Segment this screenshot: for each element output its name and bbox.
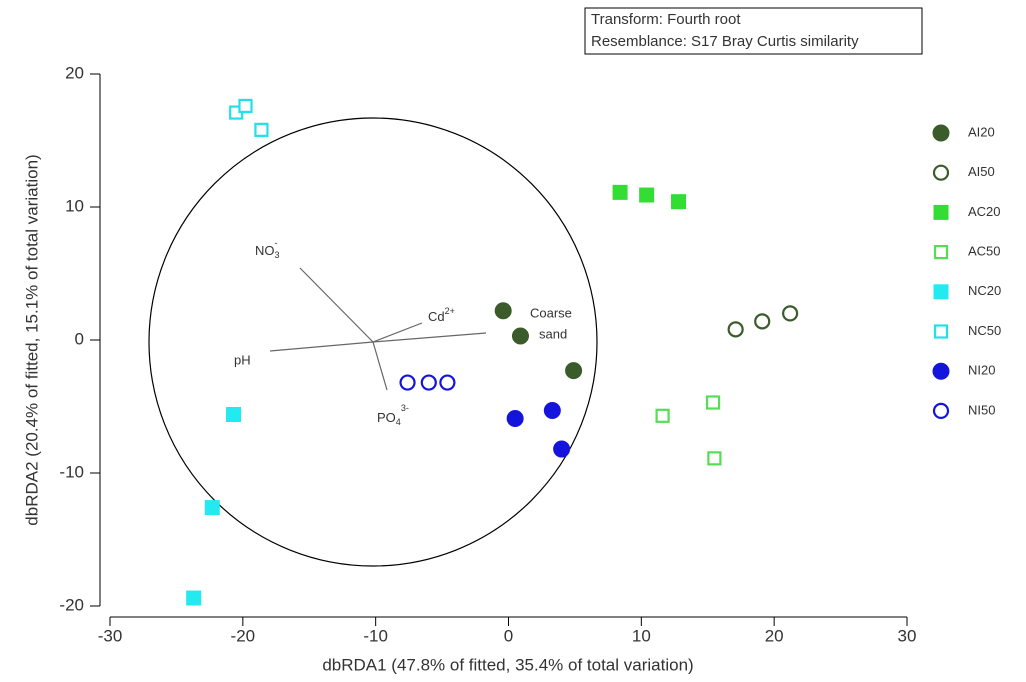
- x-tick-label: 10: [632, 626, 651, 645]
- marker: [238, 98, 253, 114]
- legend-marker: [933, 245, 949, 260]
- marker: [612, 184, 628, 200]
- correlation-circle: [148, 117, 598, 567]
- y-tick-label: -10: [59, 462, 84, 481]
- y-tick-label: 0: [75, 329, 84, 348]
- marker: [399, 374, 416, 391]
- x-tick-label: 30: [898, 626, 917, 645]
- vector-line: [372, 332, 487, 343]
- vector-line: [372, 322, 423, 343]
- marker: [204, 500, 220, 516]
- marker: [420, 374, 437, 391]
- legend-label: AI20: [968, 124, 995, 139]
- marker: [727, 321, 744, 338]
- marker: [639, 187, 655, 203]
- marker: [782, 305, 799, 322]
- x-tick-label: 20: [765, 626, 784, 645]
- legend-label: NC20: [968, 283, 1001, 298]
- vector-line: [269, 341, 374, 352]
- legend-marker: [932, 362, 950, 380]
- vector-label: NO3-: [255, 238, 280, 260]
- vectors: [269, 267, 487, 391]
- marker: [553, 440, 571, 458]
- vector-line: [299, 267, 374, 343]
- x-tick-label: 0: [504, 626, 513, 645]
- marker: [439, 374, 456, 391]
- legend-marker: [933, 284, 949, 300]
- vector-line: [372, 341, 388, 391]
- annotation: Resemblance: S17 Bray Curtis similarity: [591, 33, 859, 50]
- x-tick-label: -10: [363, 626, 388, 645]
- annotation-box: [584, 7, 923, 55]
- y-tick-label: 20: [65, 63, 84, 82]
- marker: [254, 122, 269, 137]
- legend-label: AC20: [968, 204, 1001, 219]
- marker: [707, 451, 722, 466]
- marker: [226, 406, 242, 422]
- legend-marker: [932, 402, 950, 419]
- marker: [186, 590, 202, 606]
- legend-marker: [933, 204, 949, 220]
- x-tick-label: -20: [231, 626, 256, 645]
- legend-label: AC50: [968, 244, 1001, 259]
- x-tick-label: -30: [98, 626, 123, 645]
- legend-label: NC50: [968, 323, 1001, 338]
- marker: [565, 362, 583, 380]
- marker: [671, 194, 687, 210]
- marker: [511, 327, 529, 345]
- legend-marker: [932, 124, 950, 142]
- vector-label: Coarse: [530, 305, 572, 320]
- legend-label: NI20: [968, 363, 995, 378]
- marker: [506, 409, 524, 427]
- vector-label: sand: [539, 326, 567, 341]
- y-axis-title: dbRDA2 (20.4% of fitted, 15.1% of total …: [22, 154, 41, 525]
- marker: [754, 313, 771, 330]
- annotation: Transform: Fourth root: [591, 11, 741, 28]
- legend-label: NI50: [968, 402, 995, 417]
- vector-label: pH: [234, 352, 251, 367]
- legend-marker: [933, 324, 949, 339]
- y-tick-label: -20: [59, 595, 84, 614]
- marker: [494, 302, 512, 320]
- x-axis-title: dbRDA1 (47.8% of fitted, 35.4% of total …: [322, 655, 693, 674]
- legend-label: AI50: [968, 164, 995, 179]
- y-tick-label: 10: [65, 196, 84, 215]
- marker: [543, 401, 561, 419]
- marker: [655, 408, 670, 423]
- vector-label: Cd2+: [428, 306, 455, 324]
- marker: [705, 395, 721, 410]
- legend-marker: [932, 164, 950, 181]
- vector-label: PO43-: [377, 403, 409, 427]
